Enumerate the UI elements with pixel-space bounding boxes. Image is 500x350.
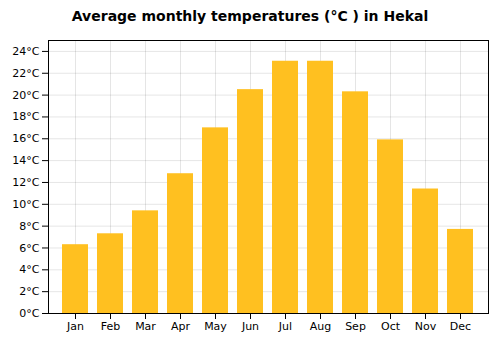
svg-text:6°C: 6°C [19, 242, 39, 255]
svg-text:Oct: Oct [381, 320, 401, 333]
svg-text:Apr: Apr [171, 320, 191, 333]
svg-text:Jul: Jul [278, 320, 292, 333]
svg-text:Mar: Mar [135, 320, 156, 333]
svg-text:Jan: Jan [66, 320, 84, 333]
svg-text:10°C: 10°C [12, 198, 39, 211]
svg-text:24°C: 24°C [12, 45, 39, 58]
svg-text:May: May [204, 320, 227, 333]
svg-text:Jun: Jun [241, 320, 259, 333]
svg-text:Feb: Feb [101, 320, 120, 333]
html-text:Average monthly temperatures (: Average monthly temperatures (°C ) in He… [71, 8, 429, 24]
svg-text:Aug: Aug [310, 320, 331, 333]
svg-text:12°C: 12°C [12, 176, 39, 189]
svg-text:8°C: 8°C [19, 220, 39, 233]
svg-text:16°C: 16°C [12, 132, 39, 145]
svg-text:14°C: 14°C [12, 154, 39, 167]
svg-text:4°C: 4°C [19, 263, 39, 276]
svg-text:Dec: Dec [450, 320, 471, 333]
svg-text:0°C: 0°C [19, 307, 39, 320]
svg-text:18°C: 18°C [12, 110, 39, 123]
svg-text:22°C: 22°C [12, 67, 39, 80]
svg-text:2°C: 2°C [19, 285, 39, 298]
svg-text:Sep: Sep [345, 320, 366, 333]
svg-text:Nov: Nov [415, 320, 437, 333]
svg-text:20°C: 20°C [12, 89, 39, 102]
